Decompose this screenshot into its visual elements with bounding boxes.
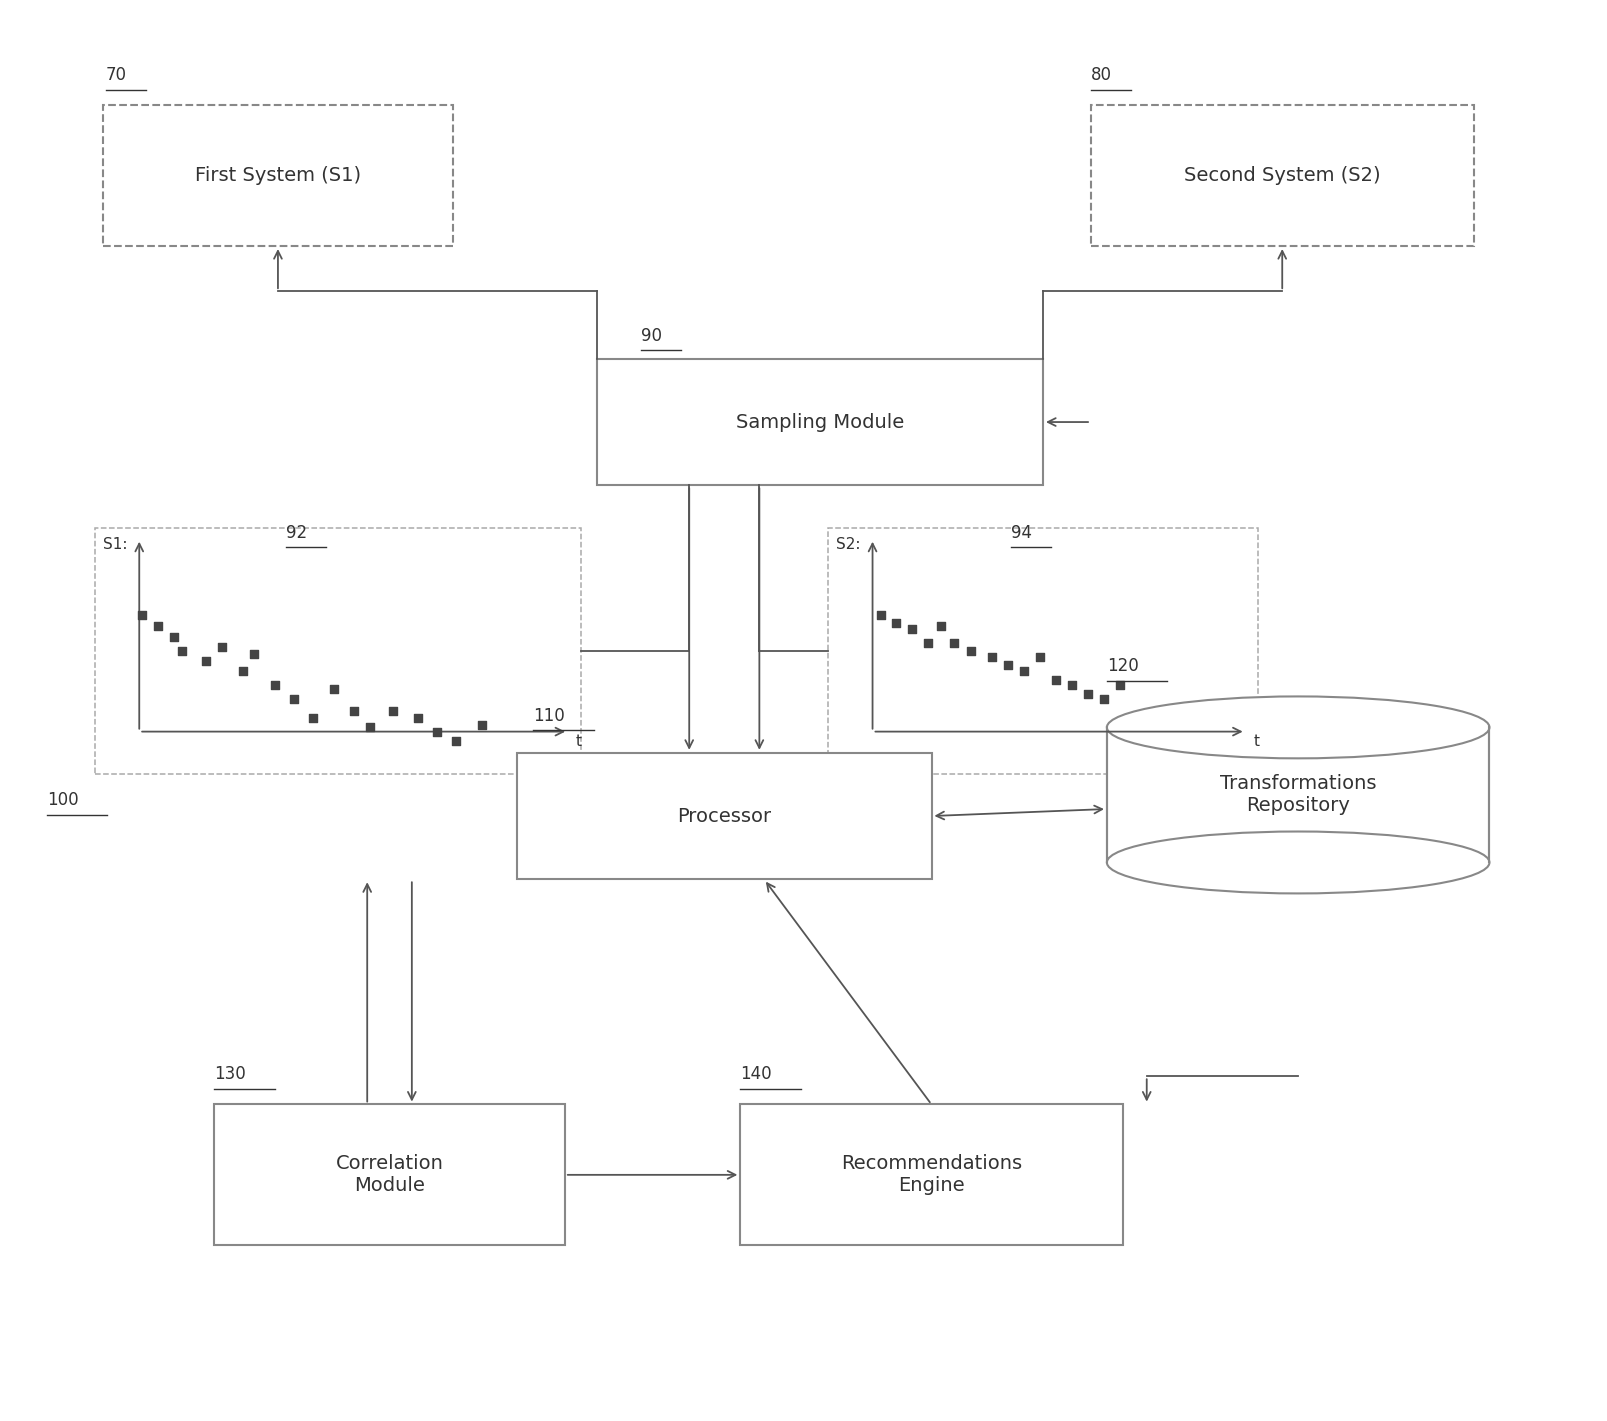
Text: Processor: Processor bbox=[677, 807, 771, 826]
FancyBboxPatch shape bbox=[739, 1104, 1122, 1245]
Point bbox=[898, 618, 924, 641]
Point bbox=[424, 720, 450, 743]
Point bbox=[262, 674, 288, 696]
Point bbox=[1043, 668, 1069, 691]
Point bbox=[193, 649, 219, 672]
Text: t: t bbox=[1253, 733, 1258, 749]
Text: 70: 70 bbox=[106, 67, 127, 84]
Text: t: t bbox=[575, 733, 582, 749]
Point bbox=[379, 699, 405, 722]
Point bbox=[161, 627, 186, 649]
Text: Transformations
Repository: Transformations Repository bbox=[1220, 774, 1376, 816]
Point bbox=[1059, 674, 1085, 696]
FancyBboxPatch shape bbox=[214, 1104, 564, 1245]
Point bbox=[914, 631, 940, 654]
Point bbox=[979, 645, 1004, 668]
FancyBboxPatch shape bbox=[103, 105, 453, 246]
Text: Second System (S2): Second System (S2) bbox=[1183, 166, 1380, 185]
Point bbox=[1106, 674, 1131, 696]
Text: Correlation
Module: Correlation Module bbox=[336, 1154, 444, 1195]
Point bbox=[1073, 682, 1099, 705]
Bar bbox=[95, 527, 580, 774]
Point bbox=[444, 730, 469, 753]
Point bbox=[469, 713, 495, 736]
Point bbox=[230, 659, 256, 682]
Point bbox=[357, 716, 382, 739]
Point bbox=[301, 706, 326, 729]
Ellipse shape bbox=[1106, 831, 1488, 894]
Point bbox=[130, 604, 156, 627]
Text: 110: 110 bbox=[532, 706, 564, 725]
Point bbox=[209, 635, 235, 658]
Text: 94: 94 bbox=[1011, 524, 1032, 541]
Text: 120: 120 bbox=[1106, 658, 1138, 675]
Point bbox=[927, 615, 953, 638]
Bar bbox=[828, 527, 1258, 774]
Bar bbox=[1106, 728, 1488, 863]
Point bbox=[882, 612, 908, 635]
Text: Sampling Module: Sampling Module bbox=[736, 412, 903, 432]
Point bbox=[405, 706, 431, 729]
Text: S2:: S2: bbox=[836, 537, 860, 551]
Text: 80: 80 bbox=[1090, 67, 1112, 84]
Text: Recommendations
Engine: Recommendations Engine bbox=[840, 1154, 1022, 1195]
Text: First System (S1): First System (S1) bbox=[194, 166, 362, 185]
Point bbox=[241, 642, 267, 665]
Point bbox=[958, 639, 983, 662]
Text: 90: 90 bbox=[641, 327, 662, 345]
Text: 130: 130 bbox=[214, 1066, 246, 1083]
Text: 100: 100 bbox=[47, 791, 79, 809]
Bar bbox=[1109, 696, 1485, 759]
Point bbox=[321, 678, 347, 701]
Point bbox=[145, 615, 170, 638]
Point bbox=[1090, 688, 1115, 710]
Point bbox=[940, 631, 966, 654]
Text: S1:: S1: bbox=[103, 537, 127, 551]
FancyBboxPatch shape bbox=[1090, 105, 1472, 246]
Point bbox=[169, 639, 194, 662]
Point bbox=[995, 654, 1020, 676]
Point bbox=[1011, 659, 1037, 682]
FancyBboxPatch shape bbox=[596, 358, 1043, 486]
Ellipse shape bbox=[1106, 696, 1488, 759]
FancyBboxPatch shape bbox=[517, 753, 930, 880]
Point bbox=[868, 604, 893, 627]
Point bbox=[281, 688, 307, 710]
Point bbox=[341, 699, 366, 722]
Point bbox=[1027, 645, 1053, 668]
Text: 140: 140 bbox=[739, 1066, 771, 1083]
Text: 92: 92 bbox=[286, 524, 307, 541]
